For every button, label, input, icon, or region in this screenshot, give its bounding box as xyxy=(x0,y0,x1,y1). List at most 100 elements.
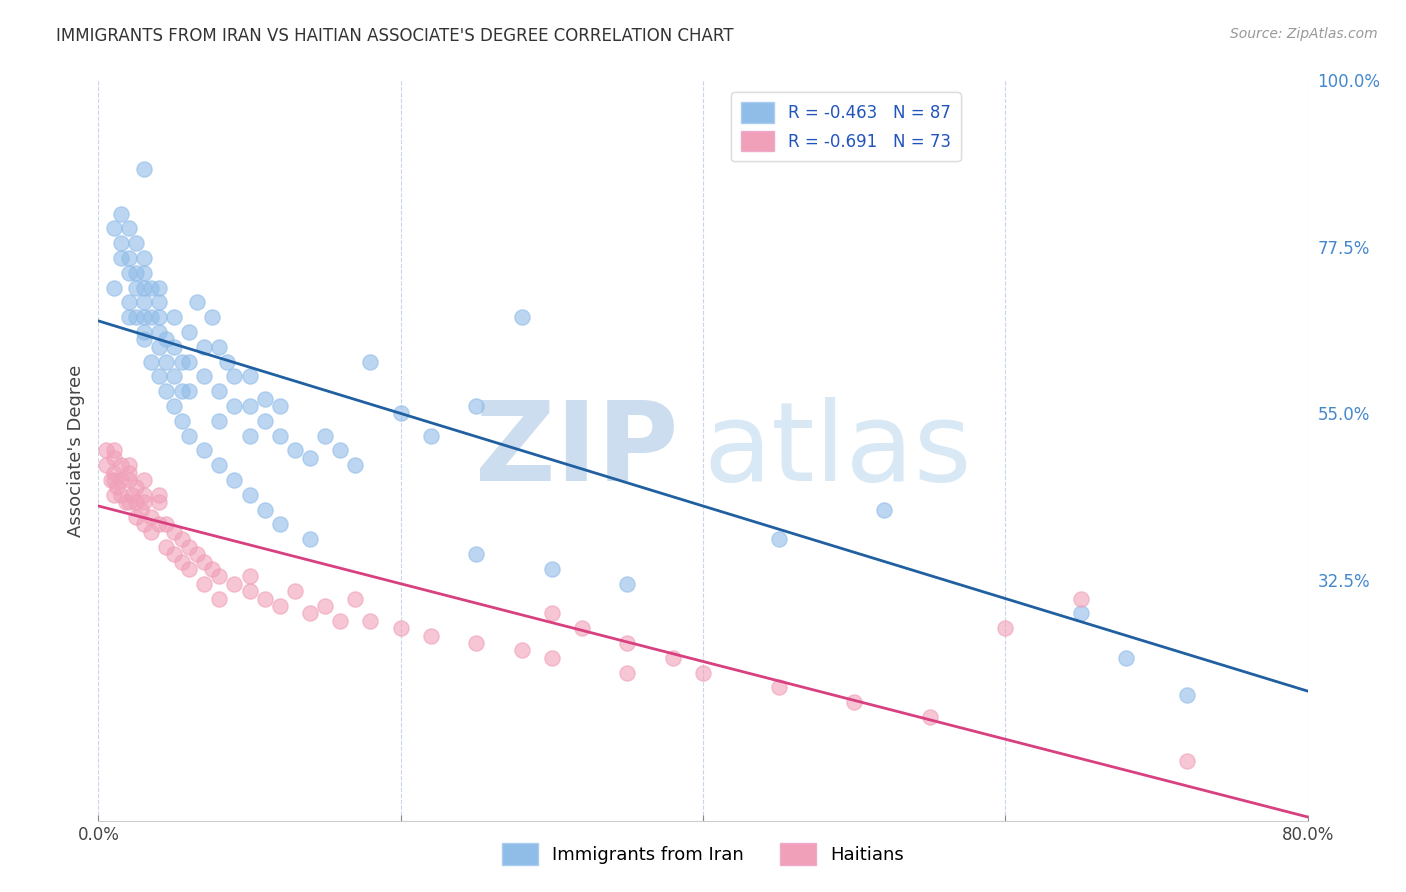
Point xyxy=(193,369,215,384)
Point xyxy=(103,280,125,294)
Point xyxy=(170,555,193,569)
Point xyxy=(132,517,155,532)
Point xyxy=(155,332,177,346)
Point xyxy=(215,354,238,368)
Point xyxy=(224,369,246,384)
Point xyxy=(208,458,231,473)
Point xyxy=(360,354,382,368)
Point xyxy=(125,495,148,509)
Point xyxy=(661,650,683,665)
Point xyxy=(179,354,201,368)
Point xyxy=(193,340,215,354)
Point xyxy=(132,325,155,339)
Point xyxy=(125,236,148,251)
Point xyxy=(148,488,170,502)
Point xyxy=(129,502,152,516)
Point xyxy=(571,621,593,635)
Point xyxy=(110,488,132,502)
Point xyxy=(94,458,117,473)
Point xyxy=(170,533,193,547)
Point xyxy=(155,384,177,399)
Point xyxy=(163,340,186,354)
Point xyxy=(141,510,163,524)
Point xyxy=(103,473,125,487)
Point xyxy=(540,562,562,576)
Point xyxy=(299,607,322,621)
Point xyxy=(269,599,291,613)
Point xyxy=(163,310,186,325)
Point xyxy=(201,310,224,325)
Point xyxy=(253,414,276,428)
Point xyxy=(768,533,790,547)
Point xyxy=(420,428,443,442)
Point xyxy=(1175,688,1198,702)
Point xyxy=(170,414,193,428)
Point xyxy=(329,443,352,458)
Point xyxy=(163,399,186,413)
Point xyxy=(465,547,488,561)
Point xyxy=(269,428,291,442)
Point xyxy=(616,636,638,650)
Point xyxy=(125,310,148,325)
Text: ZIP: ZIP xyxy=(475,397,679,504)
Point xyxy=(148,517,170,532)
Point xyxy=(100,473,122,487)
Point xyxy=(148,325,170,339)
Point xyxy=(114,495,136,509)
Point xyxy=(465,399,488,413)
Y-axis label: Associate's Degree: Associate's Degree xyxy=(66,364,84,537)
Point xyxy=(344,458,367,473)
Point xyxy=(616,576,638,591)
Point xyxy=(125,266,148,280)
Legend: R = -0.463   N = 87, R = -0.691   N = 73: R = -0.463 N = 87, R = -0.691 N = 73 xyxy=(731,92,960,161)
Point xyxy=(269,399,291,413)
Point xyxy=(360,614,382,628)
Point xyxy=(94,443,117,458)
Point xyxy=(141,310,163,325)
Point xyxy=(148,310,170,325)
Point xyxy=(118,251,141,265)
Point xyxy=(873,502,896,516)
Point xyxy=(132,266,155,280)
Point xyxy=(110,473,132,487)
Point xyxy=(253,591,276,606)
Point xyxy=(540,650,562,665)
Point xyxy=(179,325,201,339)
Point xyxy=(1070,607,1092,621)
Point xyxy=(179,562,201,576)
Point xyxy=(132,162,155,177)
Point xyxy=(284,584,307,599)
Point xyxy=(118,458,141,473)
Point xyxy=(148,340,170,354)
Point xyxy=(148,495,170,509)
Point xyxy=(284,443,307,458)
Point xyxy=(208,340,231,354)
Point xyxy=(389,407,412,421)
Text: atlas: atlas xyxy=(703,397,972,504)
Point xyxy=(224,576,246,591)
Point xyxy=(105,480,128,494)
Point xyxy=(193,443,215,458)
Point xyxy=(193,576,215,591)
Point xyxy=(239,369,262,384)
Point xyxy=(141,524,163,539)
Point xyxy=(768,681,790,695)
Point xyxy=(110,251,132,265)
Point xyxy=(155,540,177,554)
Point xyxy=(510,643,533,657)
Point xyxy=(420,628,443,642)
Point xyxy=(148,295,170,310)
Point xyxy=(132,495,155,509)
Point xyxy=(125,480,148,494)
Point xyxy=(314,599,336,613)
Point xyxy=(1115,650,1137,665)
Point xyxy=(239,428,262,442)
Point xyxy=(110,458,132,473)
Point xyxy=(155,517,177,532)
Point xyxy=(179,384,201,399)
Legend: Immigrants from Iran, Haitians: Immigrants from Iran, Haitians xyxy=(492,834,914,874)
Point xyxy=(329,614,352,628)
Point xyxy=(121,488,143,502)
Point xyxy=(132,488,155,502)
Point xyxy=(118,295,141,310)
